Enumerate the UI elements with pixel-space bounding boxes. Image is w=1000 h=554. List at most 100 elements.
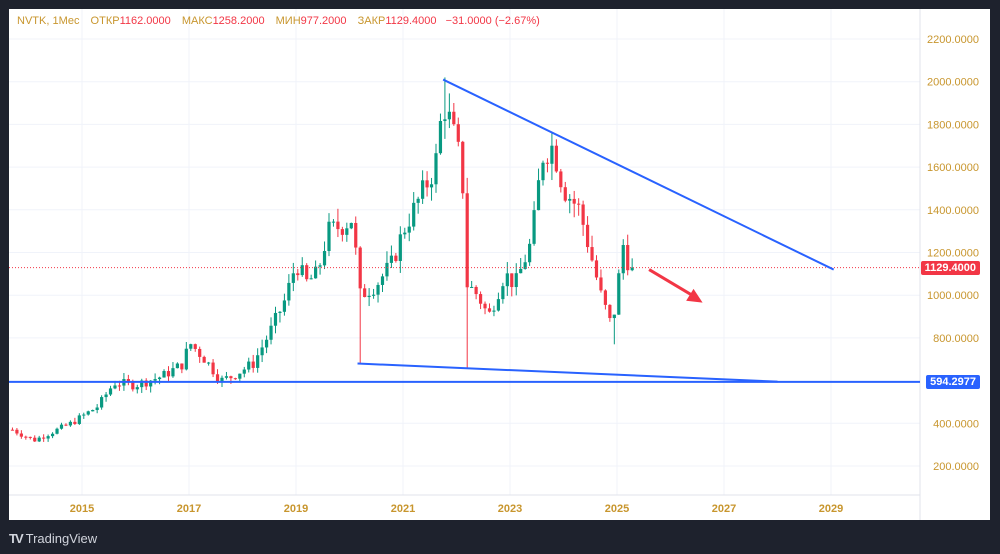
candle-body [117,385,122,387]
candle-body [33,437,37,442]
candle-body [550,145,554,164]
candle-body [153,379,157,381]
upper-trendline [442,78,835,271]
candle-body [100,397,104,408]
tradingview-logo[interactable]: TV TradingView [9,531,97,546]
candle-body [389,255,394,263]
candle-body [144,380,148,387]
candle-body [510,273,514,288]
x-tick-label: 2021 [391,503,415,515]
candle-body [581,204,585,225]
candle-body [385,262,389,277]
candle-body [626,245,630,271]
candle-body [215,374,220,382]
candle-body [354,222,358,248]
candle-body [492,310,496,312]
candle-body [434,153,438,185]
candle-body [131,381,135,390]
open-value: 1162.0000 [119,15,171,27]
candle-body [340,229,344,235]
candle-body [545,162,550,164]
candle-body [541,162,545,181]
candle-body [519,268,523,274]
candle-body [403,232,407,235]
y-tick-label: 1800.0000 [927,119,979,131]
candle-body [465,193,469,288]
candle-body [376,284,380,295]
candle-body [15,429,19,434]
candle-body [461,141,465,194]
candle-body [608,304,612,319]
candle-body [568,198,572,201]
candle-body [162,371,166,378]
candle-body [50,433,55,437]
candle-body [590,247,594,261]
tradingview-logo-icon: TV [9,531,24,546]
candle-body [193,344,197,349]
candle-body [621,245,625,274]
candle-body [135,387,139,390]
x-tick-label: 2023 [498,503,522,515]
candle-body [367,295,371,298]
candle-body [327,221,331,252]
candle-body [612,314,616,319]
candle-body [416,198,420,203]
candle-body [447,111,451,120]
candle-body [126,379,130,382]
candle-body [278,311,282,313]
candle-body [37,437,41,442]
y-tick-label: 800.0000 [933,333,979,345]
candle-body [157,377,162,380]
lower-trendline [357,362,778,383]
candle-body [331,221,336,223]
candle-body [91,410,95,412]
candle-body [559,171,563,188]
x-tick-label: 2017 [177,503,201,515]
candle-body [207,362,211,364]
candle-body [264,339,269,348]
candle-body [189,344,193,349]
candle-body [421,180,425,199]
candle-body [296,273,300,276]
candle-body [309,278,313,280]
candle-body [149,380,153,387]
candle-body [380,276,385,285]
x-tick-label: 2027 [712,503,736,515]
candle-body [572,198,576,204]
candle-body [273,312,278,326]
y-tick-label: 1600.0000 [927,162,979,174]
candle-body [407,226,411,233]
candle-body [394,255,398,261]
candle-body [514,273,518,288]
candle-body [398,234,402,261]
candle-body [528,243,532,263]
candle-body [336,221,340,230]
x-tick-label: 2019 [284,503,308,515]
high-value: 1258.2000 [212,15,265,27]
candle-body [363,288,367,298]
y-tick-label: 2000.0000 [927,77,979,89]
brand-label: TradingView [25,531,98,546]
candle-body [175,363,180,369]
candle-body [617,273,621,315]
candle-body [211,362,215,375]
arrow-shaft [648,268,696,298]
candle-body [104,394,108,398]
candle-body [536,180,541,211]
candlestick-chart[interactable]: 200.0000 400.0000 800.0000 1000.0000 1200.00… [9,9,990,520]
symbol-label: NVTK, 1Мес [17,15,80,27]
candle-body [554,145,558,172]
chart-panel[interactable]: 200.0000 400.0000 800.0000 1000.0000 1200.00… [9,9,990,520]
change-value: −31.0000 (−2.67%) [445,15,540,27]
support-price-tag: 594.2977 [926,375,980,389]
candle-body [577,203,581,205]
y-tick-label: 1400.0000 [927,205,979,217]
candle-body [429,184,434,188]
candle-body [229,376,233,379]
candle-body [220,377,224,382]
candle-body [42,437,46,439]
candle-body [585,224,590,248]
candle-body [64,424,68,426]
candle-body [184,348,188,370]
candle-body [563,187,567,201]
